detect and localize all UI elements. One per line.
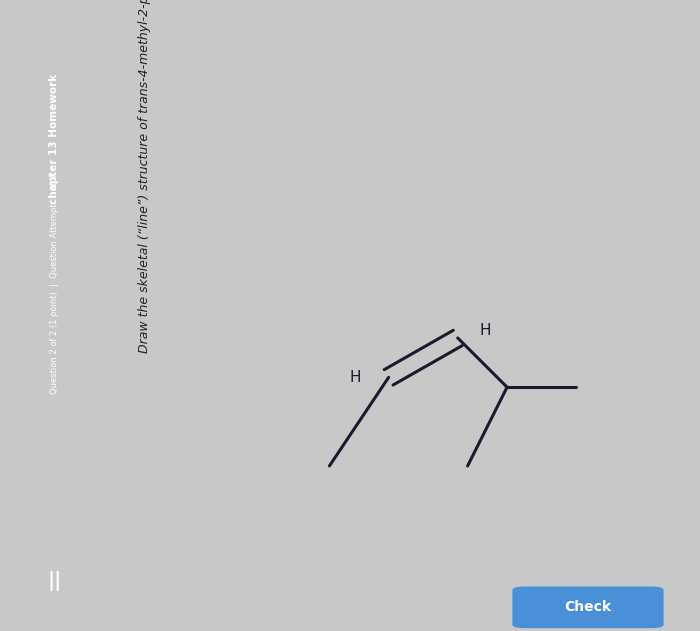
Text: Check: Check	[564, 600, 612, 615]
FancyBboxPatch shape	[512, 587, 664, 628]
Text: H: H	[480, 323, 491, 338]
Text: Draw the skeletal (“line”) structure of trans-4-methyl-2-pentene.: Draw the skeletal (“line”) structure of …	[138, 0, 151, 353]
Text: chapter 13 Homework: chapter 13 Homework	[49, 74, 60, 204]
Text: Question 2 of 2 (1 point)  |  Question Attempt: 1 of 3: Question 2 of 2 (1 point) | Question Att…	[50, 174, 59, 394]
Text: H: H	[350, 370, 361, 385]
Text: ||: ||	[47, 570, 62, 591]
